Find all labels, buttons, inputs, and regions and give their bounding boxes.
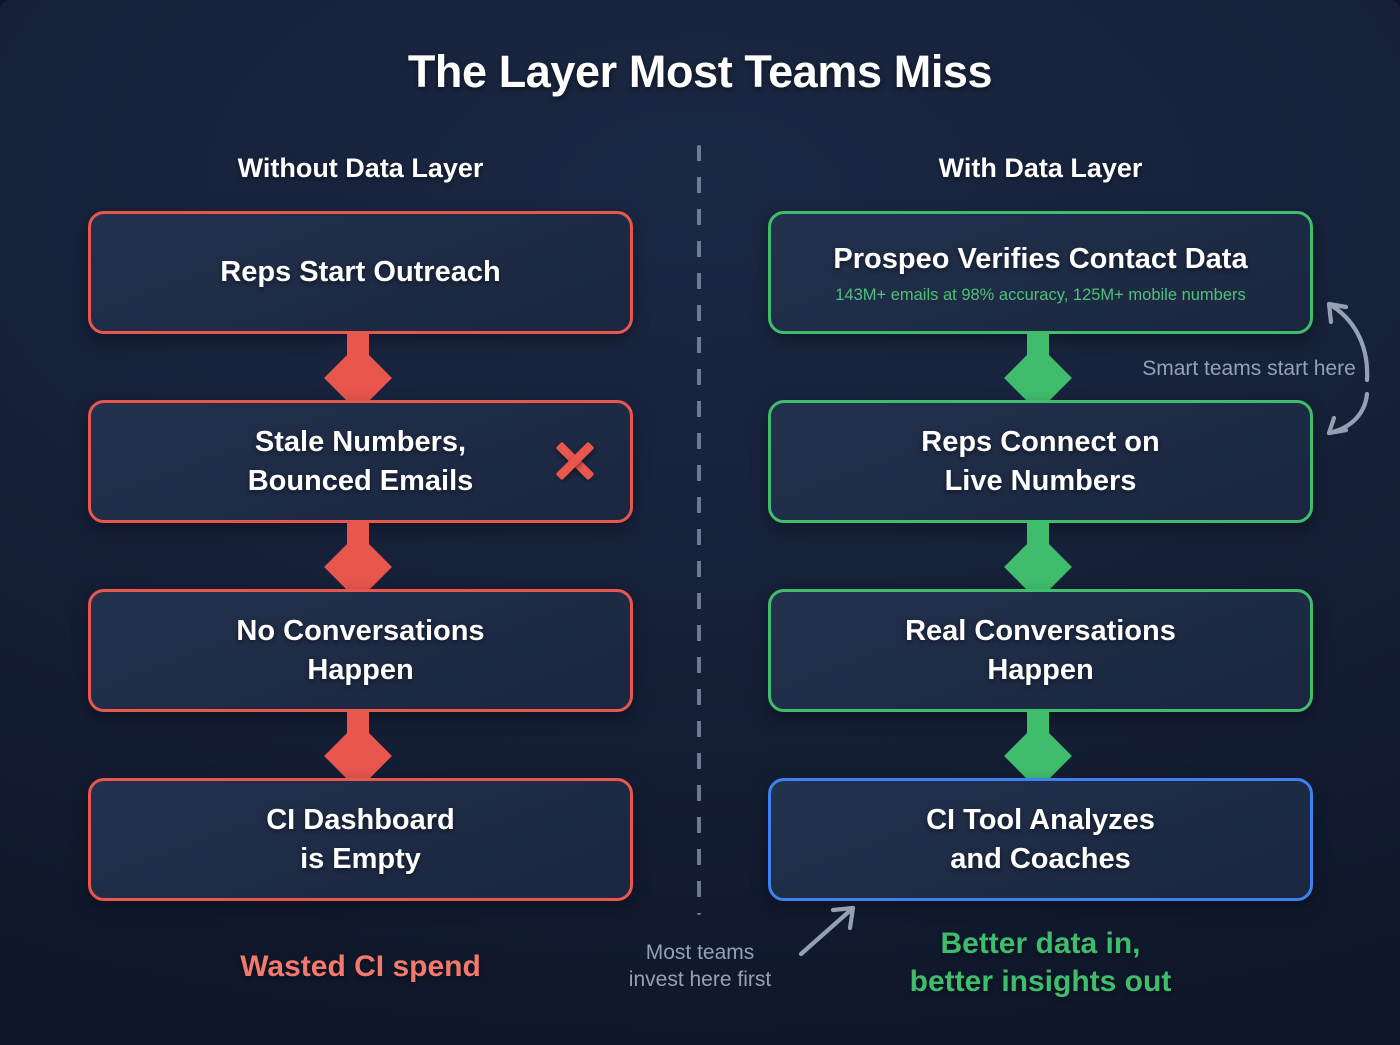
flow-node-ci-tool-analyzes[interactable]: CI Tool Analyzes and Coaches: [768, 778, 1313, 901]
annotation-smart-teams: Smart teams start here: [1142, 357, 1356, 380]
annotation-most-teams: Most teams invest here first: [628, 941, 772, 991]
node-label: Reps Start Outreach: [220, 256, 501, 289]
flow-node-no-conversations[interactable]: No Conversations Happen: [88, 589, 633, 712]
curved-arrow-down-icon: [1326, 391, 1370, 436]
node-label: CI Tool Analyzes and Coaches: [926, 804, 1155, 875]
column-heading-with: With Data Layer: [938, 153, 1143, 183]
node-label: Reps Connect on Live Numbers: [921, 426, 1160, 497]
page-title: The Layer Most Teams Miss: [407, 46, 993, 97]
flow-node-ci-dashboard-empty[interactable]: CI Dashboard is Empty: [88, 778, 633, 901]
column-heading-without: Without Data Layer: [237, 153, 484, 183]
node-label: CI Dashboard is Empty: [266, 804, 455, 875]
node-label: No Conversations Happen: [236, 615, 485, 686]
footer-callout-wasted-spend: Wasted CI spend: [240, 950, 481, 983]
arrow-down-red-3: [321, 712, 395, 790]
flow-node-real-conversations[interactable]: Real Conversations Happen: [768, 589, 1313, 712]
flow-node-reps-start-outreach[interactable]: Reps Start Outreach: [88, 211, 633, 334]
arrow-down-green-1: [1001, 334, 1075, 412]
node-sublabel: 143M+ emails at 98% accuracy, 125M+ mobi…: [835, 285, 1246, 304]
arrow-down-red-2: [321, 523, 395, 601]
node-label: Stale Numbers, Bounced Emails: [247, 426, 474, 497]
arrow-down-red-1: [321, 334, 395, 412]
arrow-down-green-2: [1001, 523, 1075, 601]
flow-node-stale-numbers[interactable]: Stale Numbers, Bounced Emails: [88, 400, 633, 523]
column-divider: [697, 145, 701, 915]
x-mark-icon: [552, 438, 598, 484]
footer-callout-better-data: Better data in, better insights out: [909, 927, 1172, 998]
flow-node-reps-connect-live[interactable]: Reps Connect on Live Numbers: [768, 400, 1313, 523]
arrow-down-green-3: [1001, 712, 1075, 790]
flow-node-prospeo-verifies[interactable]: Prospeo Verifies Contact Data 143M+ emai…: [768, 211, 1313, 334]
node-label: Real Conversations Happen: [905, 615, 1176, 686]
node-label: Prospeo Verifies Contact Data: [833, 242, 1248, 275]
